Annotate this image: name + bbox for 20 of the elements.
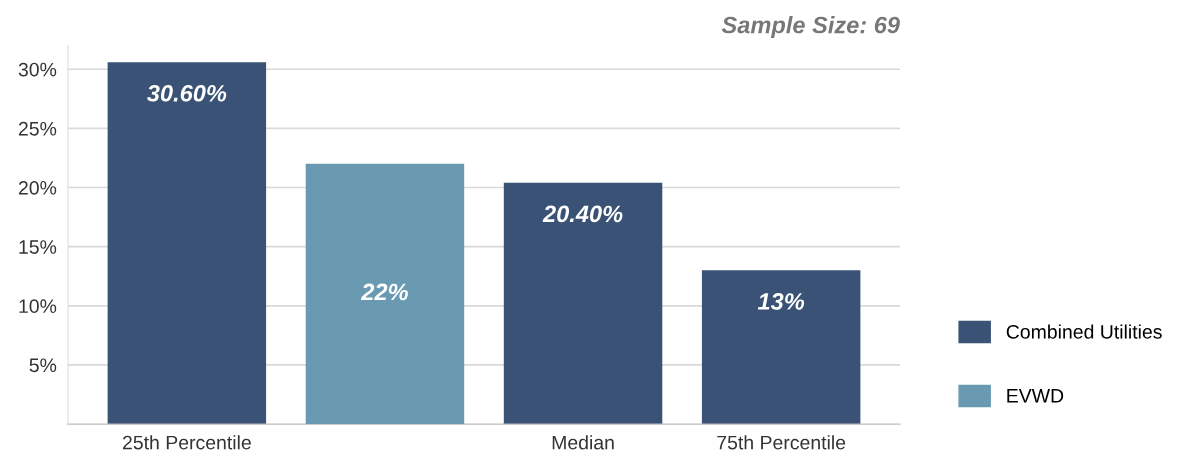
bar bbox=[305, 163, 465, 425]
y-tick-label: 25% bbox=[18, 121, 57, 136]
y-tick-label: 20% bbox=[18, 181, 57, 195]
data-label: 20.40% bbox=[542, 205, 623, 223]
data-label: 22% bbox=[360, 283, 408, 301]
x-tick-label: 75th Percentile bbox=[717, 435, 846, 450]
y-tick-label: 10% bbox=[19, 299, 57, 314]
legend-label: EVWD bbox=[1007, 389, 1064, 403]
bar bbox=[701, 270, 861, 425]
y-tick-label: 5% bbox=[29, 358, 57, 373]
data-label: 13% bbox=[757, 293, 805, 310]
bar bbox=[503, 182, 663, 425]
x-tick-label: 25th Percentile bbox=[122, 435, 251, 450]
x-tick-label: Median bbox=[552, 435, 614, 450]
bar bbox=[107, 62, 267, 425]
data-label: 30.60% bbox=[147, 84, 227, 102]
y-tick-label: 30% bbox=[18, 62, 57, 77]
legend-label: Combined Utilities bbox=[1006, 324, 1162, 339]
y-tick-label: 15% bbox=[19, 240, 57, 254]
chart-subtitle: Sample Size: 69 bbox=[721, 16, 900, 39]
